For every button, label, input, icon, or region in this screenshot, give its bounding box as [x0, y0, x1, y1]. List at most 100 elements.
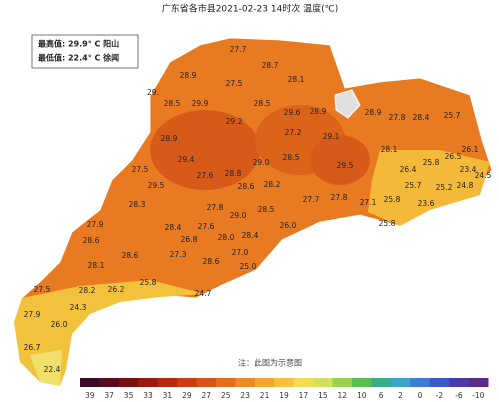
map-value-label: 27.6: [197, 171, 214, 180]
map-value-label: 27.7: [303, 195, 320, 204]
colorbar-swatch: [196, 378, 217, 387]
colorbar-label: 37: [104, 391, 114, 400]
map-value-label: 26.1: [462, 145, 479, 154]
colorbar-swatch: [352, 378, 372, 387]
colorbar-swatch: [216, 378, 236, 387]
map-value-label: 28.5: [283, 153, 300, 162]
colorbar-label: 12: [338, 391, 348, 400]
map-value-label: 28.9: [161, 134, 178, 143]
map-value-label: 28.5: [164, 99, 181, 108]
map-value-label: 25.7: [405, 181, 422, 190]
map-value-label: 28.8: [225, 169, 242, 178]
colorbar-swatch: [254, 378, 275, 387]
colorbar-label: -10: [472, 391, 484, 400]
stat-max: 最高值: 29.9° C 阳山: [38, 39, 119, 49]
colorbar-label: 35: [124, 391, 134, 400]
no-data-zone: [334, 89, 361, 119]
map-value-label: 29.0: [253, 158, 270, 167]
colorbar-swatch: [429, 378, 450, 387]
map-value-label: 29.5: [337, 161, 354, 170]
colorbar-label: 27: [202, 391, 212, 400]
map-value-label: 27.9: [87, 220, 104, 229]
map-value-label: 27.0: [232, 248, 249, 257]
colorbar-label: 19: [279, 391, 289, 400]
colorbar-swatch: [274, 378, 295, 387]
map-value-label: 27.7: [230, 45, 247, 54]
colorbar-swatch: [468, 378, 489, 387]
map-value-label: 28.0: [218, 233, 235, 242]
map-value-label: 28.6: [203, 257, 220, 266]
map-value-label: 27.2: [285, 128, 302, 137]
colorbar-swatch: [293, 378, 314, 387]
map-value-label: 29.: [147, 88, 159, 97]
map-value-label: 28.7: [262, 61, 279, 70]
map-value-label: 28.1: [288, 75, 305, 84]
map-value-label: 28.4: [242, 231, 259, 240]
colorbar-label: 0: [418, 391, 423, 400]
colorbar-label: 39: [85, 391, 95, 400]
colorbar-swatch: [138, 378, 159, 387]
colorbar-swatch: [313, 378, 334, 387]
map-value-label: 29.6: [284, 108, 301, 117]
map-value-label: 28.6: [83, 236, 100, 245]
map-value-label: 27.8: [331, 193, 348, 202]
colorbar-swatch: [390, 378, 411, 387]
colorbar-label: 6: [379, 391, 384, 400]
map-value-label: 28.1: [381, 145, 398, 154]
map-value-label: 27.8: [389, 113, 406, 122]
map-value-label: 27.9: [24, 310, 41, 319]
map-value-label: 25.0: [240, 262, 257, 271]
map-value-label: 26.0: [280, 221, 297, 230]
title: 广东省各市县2021-02-23 14时次 温度(℃): [162, 3, 339, 15]
map-value-label: 29.2: [226, 117, 243, 126]
map-value-label: 28.4: [165, 223, 182, 232]
map-value-label: 28.6: [122, 251, 139, 260]
colorbar-label: 17: [299, 391, 309, 400]
map-value-label: 27.6: [198, 222, 215, 231]
map-value-label: 29.5: [148, 181, 165, 190]
colorbar-swatch: [371, 378, 392, 387]
map-value-label: 24.8: [457, 181, 474, 190]
map-value-label: 28.4: [413, 113, 430, 122]
map-value-label: 25.8: [140, 278, 157, 287]
colorbar-label: 10: [357, 391, 367, 400]
map-value-label: 22.4: [44, 365, 61, 374]
colorbar-swatch: [80, 378, 100, 387]
map-value-label: 29.1: [323, 132, 340, 141]
colorbar-label: 2: [398, 391, 403, 400]
stat-min: 最低值: 22.4° C 徐闻: [38, 53, 119, 63]
map-value-label: 26.5: [445, 152, 462, 161]
colorbar-swatch: [118, 378, 139, 387]
map-value-label: 27.5: [34, 285, 51, 294]
map-value-label: 28.1: [88, 261, 105, 270]
stats-box: [31, 34, 139, 69]
colorbar-swatch: [449, 378, 470, 387]
map-value-label: 28.2: [79, 286, 96, 295]
map-value-label: 29.9: [192, 99, 209, 108]
cool-zone: [368, 150, 490, 226]
colorbar-label: -6: [455, 391, 463, 400]
colorbar-swatch: [410, 378, 431, 387]
map-value-label: 24.5: [475, 171, 492, 180]
warm-zone: [310, 135, 370, 185]
map-value-label: 28.3: [129, 200, 146, 209]
map-value-label: 26.0: [51, 320, 68, 329]
map-value-label: 23.4: [460, 165, 477, 174]
map-value-label: 23.6: [418, 199, 435, 208]
colorbar-label: 31: [163, 391, 173, 400]
map-value-label: 28.9: [180, 71, 197, 80]
note: 注：此图为示意图: [238, 358, 302, 368]
map-value-label: 28.9: [310, 107, 327, 116]
map-value-label: 26.7: [24, 343, 41, 352]
colorbar-swatch: [235, 378, 256, 387]
map-value-label: 28.2: [264, 180, 281, 189]
colorbar-label: 23: [240, 391, 250, 400]
map-value-label: 25.8: [423, 158, 440, 167]
map-value-label: 28.9: [365, 108, 382, 117]
map-value-label: 26.8: [181, 235, 198, 244]
map-value-label: 24.7: [195, 289, 212, 298]
colorbar-label: 15: [318, 391, 328, 400]
map-value-label: 29.0: [230, 211, 247, 220]
map-value-label: 28.5: [258, 205, 275, 214]
map-value-label: 27.3: [170, 250, 187, 259]
